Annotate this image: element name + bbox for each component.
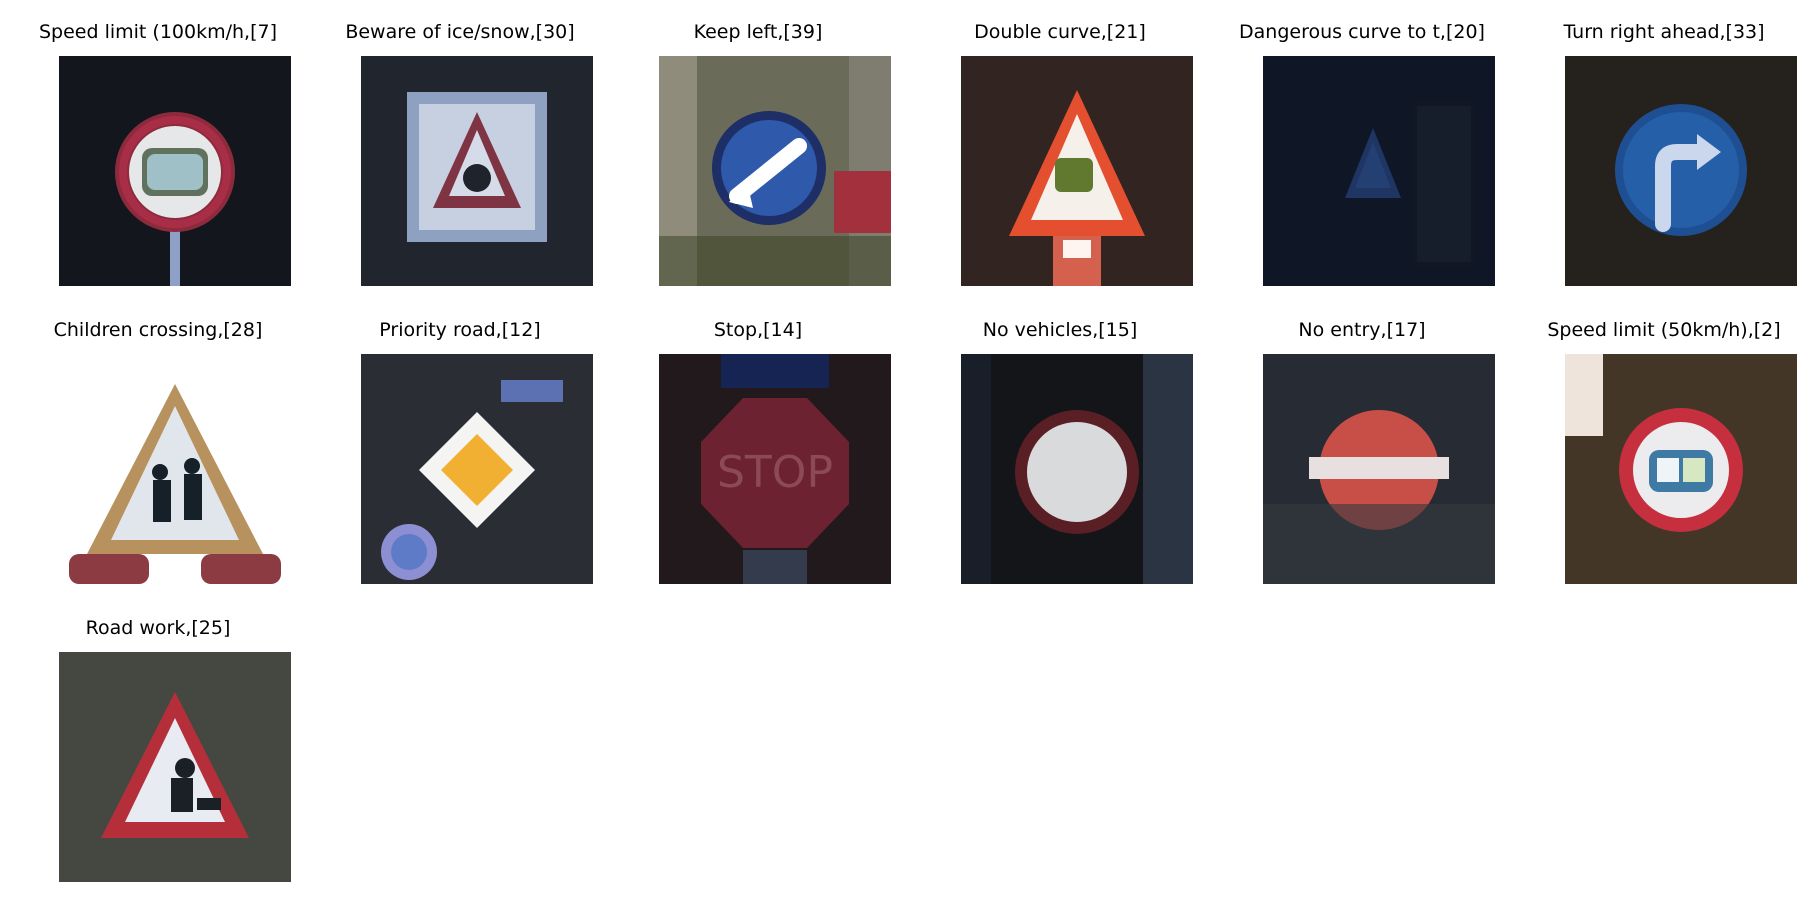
panel-no-entry: No entry,[17] (1226, 316, 1498, 584)
panel-double-curve: Double curve,[21] (924, 18, 1196, 286)
no-entry-image (1263, 354, 1495, 584)
no-vehicles-image (961, 354, 1193, 584)
panel-no-vehicles: No vehicles,[15] (924, 316, 1196, 584)
dangerous-curve-sign (1263, 56, 1495, 286)
panel-title: Dangerous curve to t,[20] (1239, 21, 1485, 43)
speed-limit-100-sign (59, 56, 291, 286)
panel-title: Road work,[25] (85, 617, 231, 639)
speed-limit-100-image (59, 56, 291, 286)
speed-limit-50-image (1565, 354, 1797, 584)
panel-stop: Stop,[14] STOP (622, 316, 894, 584)
keep-left-sign (659, 56, 891, 286)
priority-road-image (361, 354, 593, 584)
panel-title: Speed limit (100km/h,[7] (38, 21, 278, 43)
priority-road-sign (361, 354, 593, 584)
panel-title: Keep left,[39] (693, 21, 823, 43)
panel-title: Double curve,[21] (974, 21, 1146, 43)
turn-right-ahead-sign (1565, 56, 1797, 286)
speed-limit-50-sign (1565, 354, 1797, 584)
keep-left-image (659, 56, 891, 286)
panel-road-work: Road work,[25] (22, 614, 294, 882)
beware-ice-snow-image (361, 56, 593, 286)
panel-title: Turn right ahead,[33] (1563, 21, 1765, 43)
panel-priority-road: Priority road,[12] (324, 316, 596, 584)
double-curve-image (961, 56, 1193, 286)
panel-title: No entry,[17] (1298, 319, 1426, 341)
svg-text:STOP: STOP (717, 447, 833, 498)
panel-turn-right-ahead: Turn right ahead,[33] (1528, 18, 1800, 286)
panel-title: Children crossing,[28] (53, 319, 263, 341)
dangerous-curve-image (1263, 56, 1495, 286)
panel-beware-ice-snow: Beware of ice/snow,[30] (324, 18, 596, 286)
no-vehicles-sign (961, 354, 1193, 584)
panel-children-crossing: Children crossing,[28] (22, 316, 294, 584)
turn-right-ahead-image (1565, 56, 1797, 286)
stop-image: STOP (659, 354, 891, 584)
panel-title: Stop,[14] (713, 319, 803, 341)
panel-title: Speed limit (50km/h),[2] (1547, 319, 1781, 341)
panel-title: Beware of ice/snow,[30] (345, 21, 575, 43)
panel-keep-left: Keep left,[39] (622, 18, 894, 286)
panel-dangerous-curve: Dangerous curve to t,[20] (1226, 18, 1498, 286)
panel-speed-limit-100: Speed limit (100km/h,[7] (22, 18, 294, 286)
panel-speed-limit-50: Speed limit (50km/h),[2] (1528, 316, 1800, 584)
panel-title: Priority road,[12] (379, 319, 541, 341)
road-work-image (59, 652, 291, 882)
panel-title: No vehicles,[15] (982, 319, 1138, 341)
no-entry-sign (1263, 354, 1495, 584)
children-crossing-sign (59, 354, 291, 584)
stop-sign: STOP (659, 354, 891, 584)
beware-ice-snow-sign (361, 56, 593, 286)
children-crossing-image (59, 354, 291, 584)
road-work-sign (59, 652, 291, 882)
double-curve-sign (961, 56, 1193, 286)
